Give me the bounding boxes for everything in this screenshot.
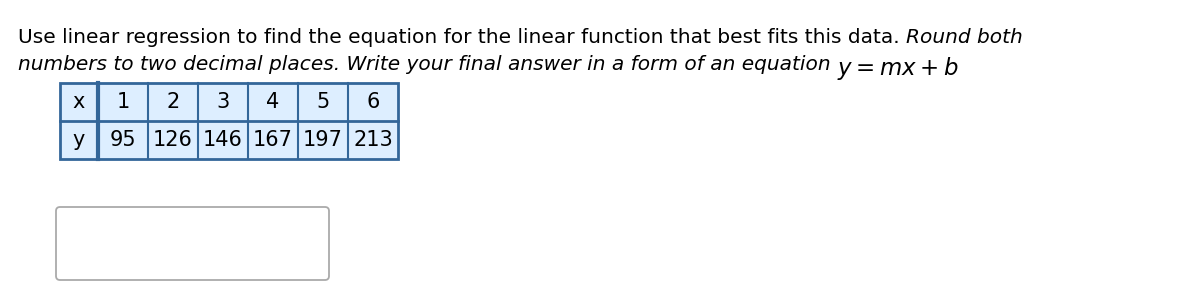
Text: 3: 3: [216, 92, 229, 112]
Text: 146: 146: [203, 130, 242, 150]
FancyBboxPatch shape: [56, 207, 329, 280]
Text: x: x: [73, 92, 85, 112]
Text: numbers to two decimal places. Write your final answer in a form of an equation: numbers to two decimal places. Write you…: [18, 55, 838, 74]
Bar: [60, 83, 398, 159]
Text: y: y: [73, 130, 85, 150]
Text: 1: 1: [116, 92, 130, 112]
Text: 6: 6: [366, 92, 379, 112]
Text: Round both: Round both: [906, 28, 1022, 47]
Bar: [60, 121, 398, 159]
Text: 2: 2: [167, 92, 180, 112]
Text: 126: 126: [154, 130, 193, 150]
Text: 4: 4: [266, 92, 280, 112]
Text: 167: 167: [253, 130, 293, 150]
Text: 95: 95: [109, 130, 137, 150]
Text: $y = mx + b$: $y = mx + b$: [838, 55, 959, 82]
Text: 213: 213: [353, 130, 392, 150]
Text: 5: 5: [317, 92, 330, 112]
Bar: [60, 83, 398, 121]
Text: Use linear regression to find the equation for the linear function that best fit: Use linear regression to find the equati…: [18, 28, 906, 47]
Text: 197: 197: [304, 130, 343, 150]
